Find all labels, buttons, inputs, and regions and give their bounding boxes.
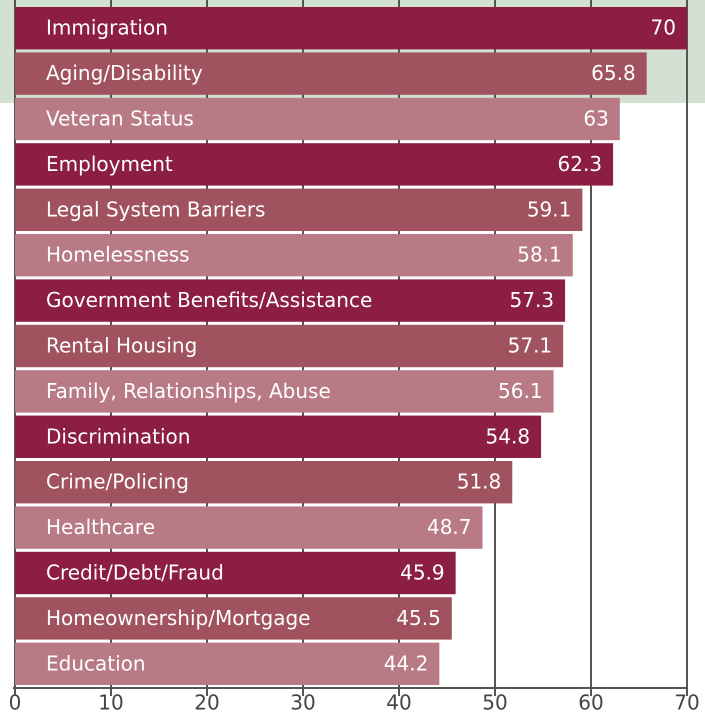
- bar: [15, 597, 452, 640]
- x-tick-label: 20: [194, 691, 219, 715]
- bar: [15, 97, 620, 141]
- value-label: 45.9: [400, 561, 445, 585]
- category-label: Education: [46, 651, 146, 675]
- value-label: 51.8: [457, 470, 502, 494]
- bar: [15, 370, 554, 413]
- bar: [15, 506, 483, 549]
- category-label: Crime/Policing: [46, 470, 189, 494]
- value-label: 62.3: [558, 152, 603, 176]
- x-tick-label: 0: [9, 691, 22, 715]
- value-label: 70: [651, 16, 676, 40]
- category-label: Legal System Barriers: [46, 197, 265, 221]
- value-label: 45.5: [396, 606, 441, 630]
- x-tick-label: 10: [98, 691, 123, 715]
- bar: [15, 7, 687, 50]
- category-label: Immigration: [46, 16, 168, 40]
- bar: [15, 324, 564, 368]
- value-label: 48.7: [427, 515, 472, 539]
- bar: [15, 551, 456, 595]
- value-label: 59.1: [527, 197, 572, 221]
- category-label: Veteran Status: [46, 107, 194, 131]
- bar: [15, 415, 542, 458]
- x-tick-label: 70: [674, 691, 699, 715]
- bar: [15, 642, 440, 685]
- category-label: Employment: [46, 152, 173, 176]
- value-label: 54.8: [486, 424, 531, 448]
- value-label: 44.2: [384, 651, 429, 675]
- category-label: Rental Housing: [46, 334, 197, 358]
- category-label: Family, Relationships, Abuse: [46, 379, 331, 403]
- axis: 0 10 20 30 40 50 60 70: [9, 687, 700, 715]
- category-label: Credit/Debt/Fraud: [46, 561, 224, 585]
- value-label: 57.3: [510, 288, 555, 312]
- value-label: 65.8: [591, 61, 636, 85]
- value-label: 58.1: [517, 243, 562, 267]
- category-label: Aging/Disability: [46, 61, 203, 85]
- bar: [15, 52, 647, 95]
- x-tick-label: 40: [386, 691, 411, 715]
- x-tick-label: 60: [578, 691, 603, 715]
- category-label: Discrimination: [46, 424, 190, 448]
- bar: [15, 188, 583, 231]
- value-label: 63: [583, 107, 608, 131]
- x-tick-label: 30: [290, 691, 315, 715]
- x-tick-label: 50: [482, 691, 507, 715]
- category-label: Homelessness: [46, 243, 190, 267]
- bars: Immigration 70 Aging/Disability 65.8 Veteran…: [15, 7, 687, 685]
- bar: [15, 234, 573, 277]
- bar: [15, 143, 614, 186]
- category-label: Healthcare: [46, 515, 155, 539]
- value-label: 57.1: [508, 334, 553, 358]
- category-label: Homeownership/Mortgage: [46, 606, 310, 630]
- bar: [15, 461, 513, 504]
- category-label: Government Benefits/Assistance: [46, 288, 372, 312]
- bar: [15, 279, 566, 322]
- value-label: 56.1: [498, 379, 543, 403]
